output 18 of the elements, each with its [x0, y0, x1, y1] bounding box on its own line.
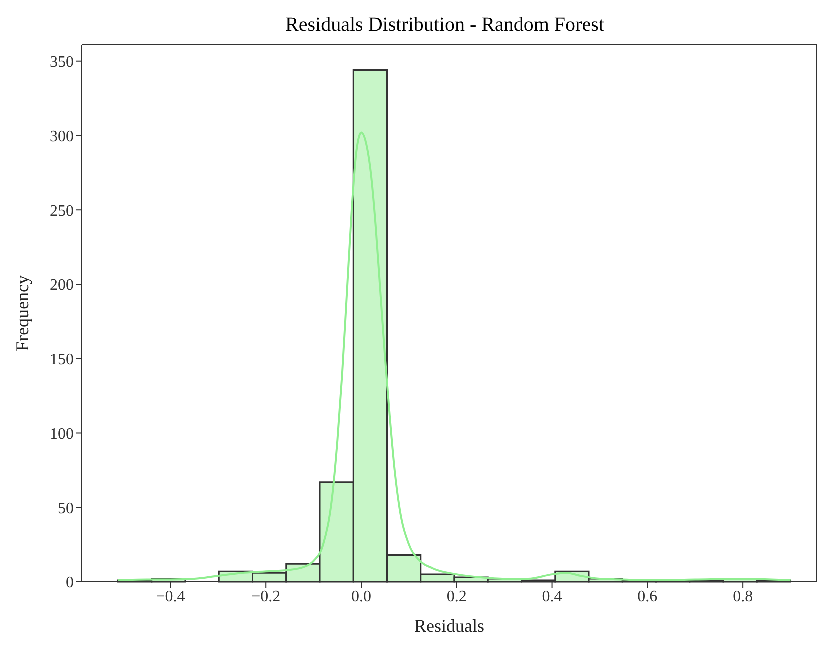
- y-tick-label: 50: [58, 500, 74, 518]
- y-tick-label: 100: [50, 426, 74, 443]
- y-tick-label: 250: [50, 202, 74, 220]
- x-tick-label: 0.8: [733, 588, 754, 606]
- x-tick-label: 0.2: [446, 588, 467, 606]
- y-axis-title: Frequency: [12, 276, 32, 352]
- x-tick-label: 0.6: [638, 588, 658, 606]
- x-tick-label: 0.0: [352, 588, 372, 606]
- y-tick-label: 350: [50, 54, 74, 72]
- x-axis-title: Residuals: [414, 616, 484, 636]
- y-tick-label: 300: [50, 128, 74, 146]
- y-tick-label: 150: [50, 352, 74, 369]
- x-tick-label: −0.4: [156, 588, 186, 606]
- y-tick-label: 200: [50, 277, 74, 294]
- chart-title: Residuals Distribution - Random Forest: [284, 13, 606, 38]
- x-tick-label: 0.4: [542, 588, 562, 606]
- x-tick-label: −0.2: [252, 588, 281, 606]
- y-tick-label: 0: [66, 574, 74, 592]
